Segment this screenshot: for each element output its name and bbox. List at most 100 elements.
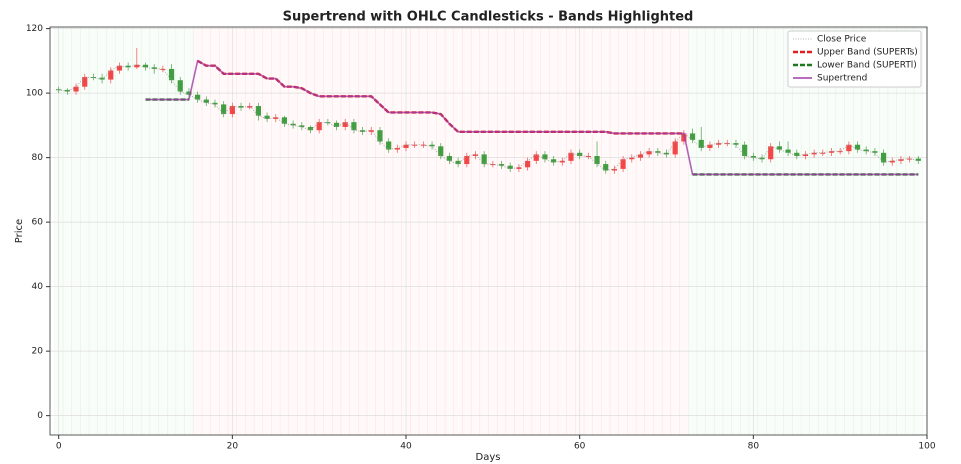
trend-shade (818, 26, 828, 436)
trend-shade (557, 26, 567, 436)
trend-shade (488, 26, 498, 436)
candle-body (472, 154, 479, 157)
trend-shade (653, 26, 663, 436)
trend-shade (88, 26, 99, 436)
candle-body (559, 160, 565, 163)
trend-shade (331, 26, 342, 436)
candle-body (915, 158, 921, 161)
candle-body (551, 159, 557, 163)
candle-body (872, 151, 878, 153)
candle-body (594, 156, 600, 165)
legend-label: Lower Band (SUPERTl) (817, 61, 917, 71)
candle-body (116, 65, 123, 71)
candle-body (281, 117, 288, 124)
candle-body (542, 154, 548, 160)
candle-body (386, 141, 392, 150)
trend-shade (392, 26, 402, 436)
trend-shade (783, 26, 793, 436)
candle-body (342, 122, 348, 127)
trend-shade (549, 26, 559, 436)
trend-shade (453, 26, 463, 436)
candle-body (134, 64, 140, 68)
trend-shade (835, 26, 845, 436)
candle-body (776, 146, 782, 150)
candle-body (629, 157, 635, 160)
trend-shade (722, 26, 732, 436)
candle-body (733, 143, 739, 145)
trend-shade (418, 26, 428, 436)
candle-body (203, 99, 209, 103)
trend-shade (462, 26, 472, 436)
trend-shade (201, 26, 211, 436)
candle-body (516, 167, 522, 169)
trend-shade (193, 26, 203, 436)
candle-body (498, 164, 505, 166)
trend-shade (514, 26, 524, 436)
candle-body (403, 144, 409, 148)
candle-body (715, 143, 722, 145)
candle-body (377, 130, 383, 142)
candle-body (359, 130, 366, 132)
trend-shade (757, 26, 767, 436)
trend-shade (731, 26, 741, 436)
y-tick-label: 120 (26, 24, 43, 34)
trend-shade (123, 26, 133, 436)
candle-body (655, 151, 661, 153)
candle-body (325, 122, 331, 124)
trend-shade (714, 26, 724, 436)
trend-shade (340, 26, 350, 436)
candle-body (524, 160, 531, 168)
trend-shade (366, 26, 376, 436)
trend-shade (809, 26, 819, 436)
candle-body (811, 152, 817, 155)
x-axis-label: Days (476, 452, 501, 463)
candle-body (620, 159, 626, 169)
trend-shade (114, 26, 125, 436)
candle-body (828, 151, 835, 153)
trend-shade (766, 26, 776, 436)
candle-body (299, 125, 305, 127)
trend-shade (496, 26, 507, 436)
trend-shade (679, 26, 689, 436)
candle-body (490, 164, 496, 166)
candle-body (420, 144, 426, 146)
candle-body (186, 91, 192, 95)
candle-body (750, 156, 756, 158)
y-tick-label: 80 (32, 153, 44, 163)
trend-shade (279, 26, 290, 436)
candle-body (168, 68, 175, 81)
trend-shade (219, 26, 229, 436)
trend-shade (800, 26, 811, 436)
candle-body (351, 122, 357, 131)
trend-shade (253, 26, 263, 436)
trend-shade (384, 26, 394, 436)
trend-shade (166, 26, 177, 436)
candle-body (889, 160, 895, 163)
candle-body (637, 154, 644, 158)
y-tick-label: 20 (32, 347, 44, 357)
candle-body (307, 126, 314, 131)
trend-shade (149, 26, 159, 436)
trend-shade (852, 26, 863, 436)
candle-body (99, 77, 105, 80)
candle-body (333, 122, 340, 127)
candle-body (142, 64, 149, 68)
trend-shade (375, 26, 385, 436)
trend-shade (905, 26, 915, 436)
candle-body (438, 146, 444, 157)
trend-shade (583, 26, 593, 436)
candle-body (837, 151, 843, 153)
y-axis-label: Price (14, 219, 25, 243)
candle-body (689, 133, 696, 140)
trend-shade (861, 26, 871, 436)
trend-shade (644, 26, 654, 436)
candle-body (681, 133, 687, 142)
legend: Close Price Upper Band (SUPERTs) Lower Ban… (787, 30, 922, 88)
candle-body (854, 144, 861, 150)
candle-body (394, 147, 400, 150)
trend-shade (245, 26, 255, 436)
trend-shade (97, 26, 107, 436)
candle-body (238, 106, 244, 108)
trend-shade (566, 26, 576, 436)
candle-body (82, 76, 88, 87)
